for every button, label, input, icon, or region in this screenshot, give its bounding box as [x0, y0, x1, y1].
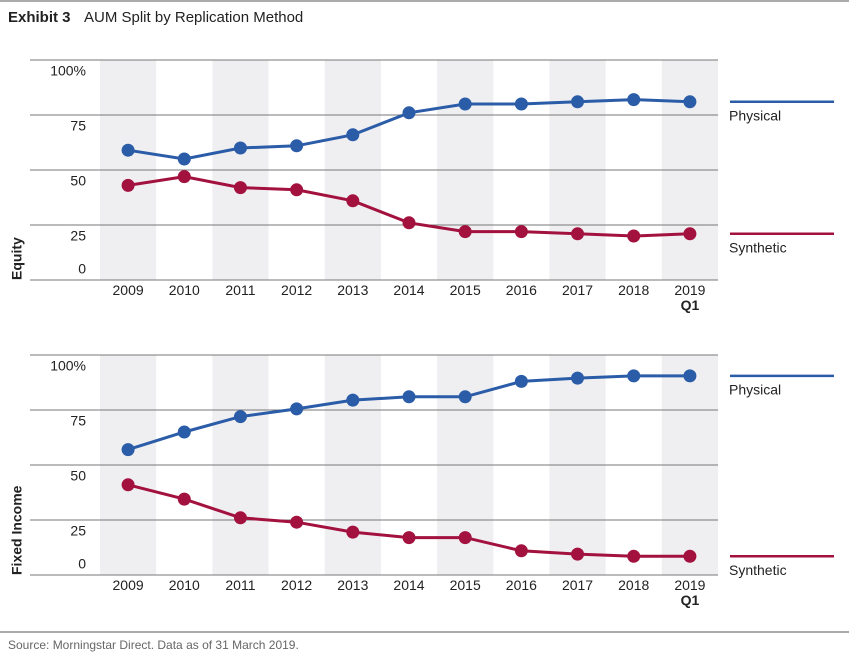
x-tick-label: 2015 — [449, 577, 481, 593]
data-point — [290, 183, 304, 197]
x-tick-label: 2014 — [393, 282, 425, 298]
data-point — [346, 393, 360, 407]
x-tick-label: 2014 — [393, 577, 425, 593]
data-point — [121, 478, 135, 492]
data-point — [233, 141, 247, 155]
x-tick-label: 2011 — [225, 282, 256, 298]
x-tick-label: 2010 — [168, 282, 200, 298]
x-tick-label: 2016 — [505, 577, 537, 593]
data-point — [290, 139, 304, 153]
x-tick-label: 2018 — [618, 282, 650, 298]
data-point — [458, 97, 472, 111]
x-tick-label: 2009 — [112, 282, 144, 298]
data-point — [233, 181, 247, 195]
x-tick-label: 2010 — [168, 577, 200, 593]
x-tick-label: 2015 — [449, 282, 481, 298]
data-point — [627, 229, 641, 243]
legend-label: Physical — [729, 382, 781, 398]
data-point — [290, 515, 304, 529]
y-tick-label: 0 — [78, 261, 86, 277]
x-tick-label: 2019 Q1 — [674, 577, 706, 608]
x-tick-label: 2016 — [505, 282, 537, 298]
x-tick-label: 2012 — [281, 282, 313, 298]
y-tick-label: 75 — [70, 413, 86, 429]
data-point — [683, 227, 697, 241]
x-tick-label: 2011 — [225, 577, 256, 593]
data-point — [121, 443, 135, 457]
y-tick-label: 50 — [70, 173, 86, 189]
x-tick-label: 2018 — [618, 577, 650, 593]
x-tick-label: 2013 — [337, 282, 369, 298]
data-point — [402, 531, 416, 545]
data-point — [514, 544, 528, 558]
y-tick-label: 100% — [50, 358, 86, 374]
data-point — [346, 194, 360, 208]
data-point — [627, 369, 641, 383]
data-point — [571, 371, 585, 385]
y-tick-label: 25 — [70, 228, 86, 244]
title-prefix: Exhibit 3 — [8, 9, 71, 26]
data-point — [402, 390, 416, 404]
data-point — [514, 225, 528, 239]
legend-label: Synthetic — [729, 562, 787, 578]
data-point — [402, 216, 416, 230]
legend-label: Synthetic — [729, 240, 787, 256]
y-axis-label: Fixed Income — [9, 485, 25, 575]
y-tick-label: 75 — [70, 118, 86, 134]
y-axis-label: Equity — [9, 237, 25, 280]
data-point — [458, 390, 472, 404]
data-point — [683, 549, 697, 563]
data-point — [683, 369, 697, 383]
x-tick-label: 2017 — [561, 577, 594, 593]
data-point — [290, 402, 304, 416]
data-point — [121, 143, 135, 157]
source-note: Source: Morningstar Direct. Data as of 3… — [8, 638, 299, 652]
y-tick-label: 100% — [50, 63, 86, 79]
data-point — [683, 95, 697, 109]
y-tick-label: 50 — [70, 468, 86, 484]
data-point — [571, 227, 585, 241]
data-point — [571, 95, 585, 109]
data-point — [121, 178, 135, 192]
x-tick-label: 2012 — [281, 577, 313, 593]
data-point — [402, 106, 416, 120]
data-point — [177, 152, 191, 166]
legend-label: Physical — [729, 108, 781, 124]
data-point — [458, 531, 472, 545]
data-point — [233, 410, 247, 424]
data-point — [177, 425, 191, 439]
x-tick-label: 2019 Q1 — [674, 282, 706, 313]
chart-title: AUM Split by Replication Method — [84, 9, 303, 26]
data-point — [177, 170, 191, 184]
y-tick-label: 25 — [70, 523, 86, 539]
data-point — [627, 93, 641, 107]
data-point — [346, 128, 360, 142]
x-tick-label: 2017 — [561, 282, 594, 298]
data-point — [233, 511, 247, 525]
x-tick-label: 2009 — [112, 577, 144, 593]
data-point — [627, 549, 641, 563]
data-point — [458, 225, 472, 239]
data-point — [346, 525, 360, 539]
data-point — [177, 492, 191, 506]
data-point — [514, 374, 528, 388]
y-tick-label: 0 — [78, 556, 86, 572]
data-point — [514, 97, 528, 111]
x-tick-label: 2013 — [337, 577, 369, 593]
data-point — [571, 547, 585, 561]
